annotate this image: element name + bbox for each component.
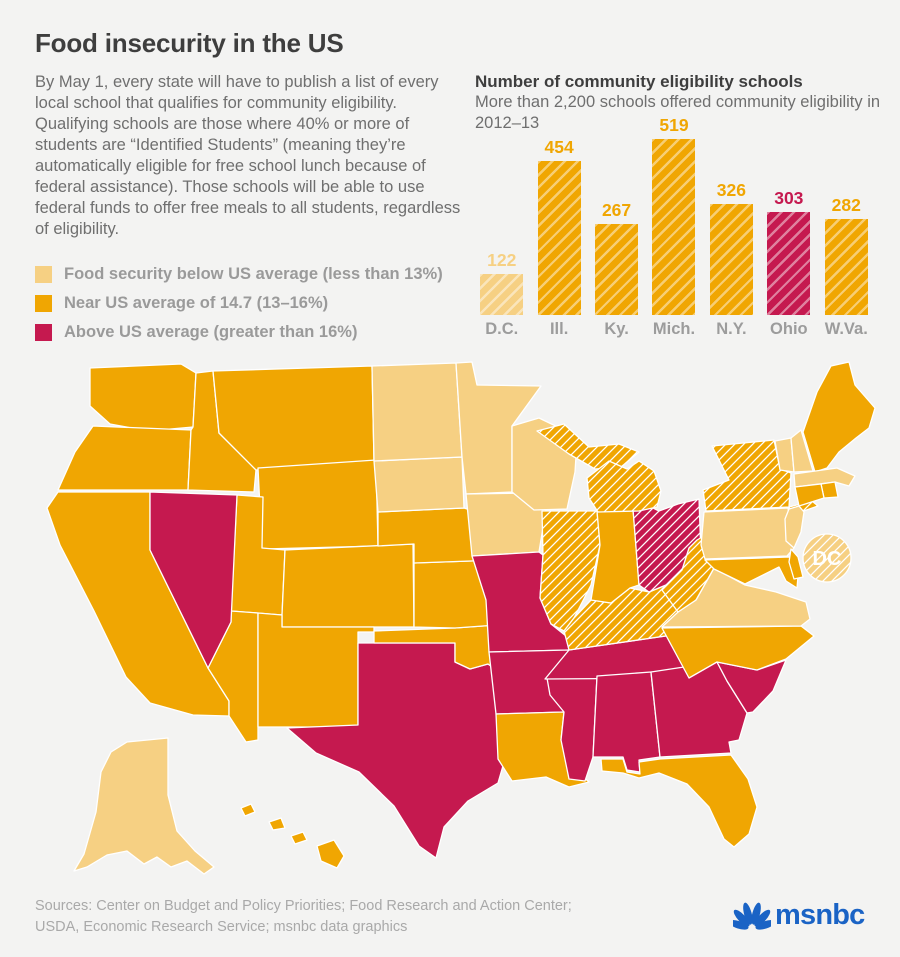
description: By May 1, every state will have to publi… [35,73,461,238]
msnbc-logo: msnbc [733,898,865,932]
bar-group: 303 [760,110,817,315]
peacock-icon [733,902,771,930]
state-SD [373,456,465,513]
sources: Sources: Center on Budget and Policy Pri… [35,896,655,938]
state-NV [149,491,238,669]
state-MI [586,460,662,513]
bar [652,138,696,315]
state-PA [700,507,795,560]
bar-group: 122 [473,110,530,315]
bar-value: 122 [487,249,517,270]
state-FL [600,754,758,848]
state-DC [802,533,852,583]
bar-group: 454 [530,110,587,315]
bar-value: 519 [659,114,689,135]
state-ME [802,361,876,473]
legend-label-near: Near US average of 14.7 (13–16%) [64,294,329,312]
legend-item-below: Food security below US average (less tha… [35,260,443,289]
bar-label: Ohio [770,320,808,338]
bar [709,204,753,315]
state-HI [316,839,345,869]
state-WA [89,363,197,432]
chart-subtitle: More than 2,200 schools offered communit… [475,93,881,132]
bar-label: Ill. [549,320,569,338]
bar-group: 267 [588,110,645,315]
sources-line1: Sources: Center on Budget and Policy Pri… [35,898,572,914]
chart-title: Number of community eligibility schools [475,72,803,91]
page-title: Food insecurity in the US [35,28,344,58]
us-map: DC [46,361,876,875]
state-ND [371,362,463,462]
bar-chart: 122 454 267 519 326 303 282 [473,110,875,315]
bar [480,273,524,315]
bar-label: Mich. [652,320,696,338]
state-HI [290,831,308,845]
state-DE [788,548,804,580]
state-AL [592,671,661,773]
bar-group: 282 [818,110,875,315]
bar-label: Ky. [604,320,629,338]
legend-label-above: Above US average (greater than 16%) [64,323,358,341]
bar [595,224,639,315]
legend-label-below: Food security below US average (less tha… [64,265,443,283]
legend-swatch-near [35,295,52,312]
state-CO [281,543,415,628]
bar-label: N.Y. [716,320,747,338]
legend-item-near: Near US average of 14.7 (13–16%) [35,289,443,318]
state-MI [536,423,640,470]
state-WY [257,459,379,550]
legend-item-above: Above US average (greater than 16%) [35,318,443,347]
state-CT [794,483,825,507]
bar-group: 326 [703,110,760,315]
state-NM [257,612,375,728]
state-OR [57,425,192,491]
sources-line2: USDA, Economic Research Service; msnbc d… [35,919,408,936]
map-legend: Food security below US average (less tha… [35,260,443,347]
bar [537,160,581,315]
bar-value: 303 [774,187,804,208]
msnbc-wordmark: msnbc [775,898,865,931]
state-AK [73,737,215,875]
state-NC [661,625,815,679]
bar-label: W.Va. [824,320,868,338]
bar-value: 282 [831,195,861,216]
bar-group: 519 [645,110,702,315]
bar-label: D.C. [485,320,519,338]
state-NJ [784,505,805,549]
bar [824,219,868,315]
dc-label: DC [813,548,842,570]
state-HI [240,803,256,817]
bar-value: 267 [601,200,632,221]
bar-chart-categories: D.C. Ill. Ky. Mich. N.Y. Ohio W.Va. [473,320,875,339]
legend-swatch-below [35,266,52,283]
state-MO [471,551,570,653]
state-HI [268,817,286,831]
bar-value: 454 [544,136,574,157]
legend-swatch-above [35,324,52,341]
bar [767,211,811,315]
bar-value: 326 [716,180,746,201]
